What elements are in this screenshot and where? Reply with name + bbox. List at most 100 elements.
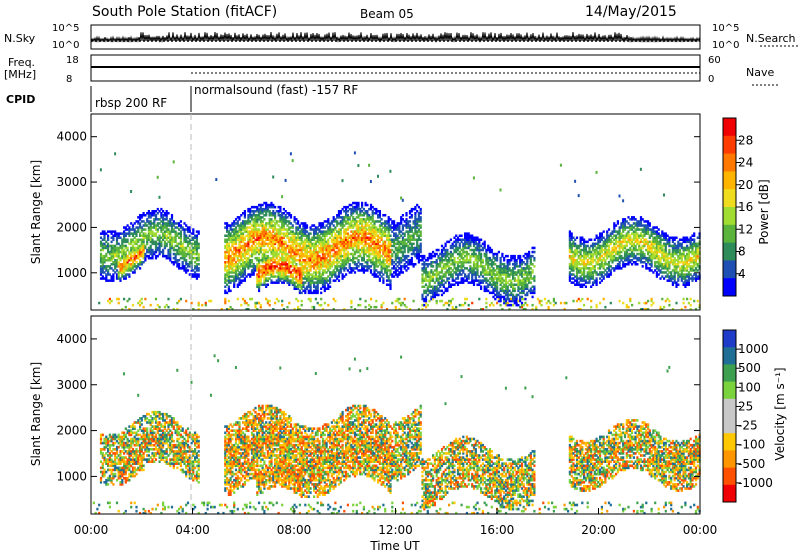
power-cell [231,234,234,237]
power-cell [307,242,310,246]
power-cell [300,267,303,270]
power-cell [123,271,126,274]
power-cell [265,214,268,217]
power-cell [194,234,197,237]
power-cell [533,246,536,250]
power-cell [149,220,152,223]
power-cell [275,228,278,231]
power-cell [298,226,301,229]
power-cell [323,244,326,248]
power-cell [124,277,127,280]
power-cell [229,305,232,309]
power-cell [323,279,326,282]
power-cell [357,236,360,239]
power-cell [325,250,328,254]
power-cell [270,203,273,207]
power-cell [345,248,348,252]
power-cell [332,220,335,223]
power-cell [243,261,246,264]
power-cell [245,261,248,264]
power-cell [533,265,536,268]
power-cell [259,271,262,274]
power-cell [305,238,309,241]
power-cell [139,246,142,250]
power-cell [261,269,264,272]
power-cell [133,228,136,231]
power-cell [350,238,353,241]
power-cell [357,269,360,272]
power-cell [124,265,127,268]
power-cell [291,261,294,264]
power-cell [124,240,127,244]
power-cell [265,234,268,237]
power-cell [142,261,145,264]
power-cell [355,236,358,239]
power-cell [233,279,236,282]
power-cell [305,252,309,256]
power-cell [204,301,207,305]
power-cell [236,250,239,254]
power-cell [305,248,309,252]
power-cell [289,261,293,264]
power-cell [361,250,364,254]
power-cell [321,269,325,272]
power-cell [105,265,108,268]
power-cell [288,232,291,235]
power-cell [355,205,358,209]
power-cell [181,267,184,270]
power-cell [353,308,357,311]
power-cell [197,242,200,246]
power-cell [263,259,266,262]
power-cell [183,234,186,237]
power-cell [282,275,285,278]
power-cell [234,226,238,229]
power-cell [170,218,174,221]
power-cell [236,254,239,258]
power-cell [186,250,190,254]
power-cell [123,297,126,301]
power-cell [348,271,351,274]
power-cell [229,228,232,231]
power-cell [321,283,325,286]
power-cell [274,240,277,244]
power-cell [252,250,255,254]
power-cell [277,277,280,280]
power-cell [227,254,230,258]
power-cell [231,263,234,266]
power-cell [330,275,333,278]
power-cell [339,236,342,239]
power-cell [291,273,294,276]
power-cell [112,275,115,278]
power-cell [298,291,301,295]
power-cell [274,246,277,250]
power-cell [151,226,154,229]
power-cell [350,240,353,244]
power-cell [339,234,342,237]
power-cell [247,216,250,219]
power-cell [352,201,355,205]
cpid-segment-2: normalsound (fast) -157 RF [194,83,358,97]
power-cell [158,238,161,241]
power-cell [293,234,296,237]
power-cell [323,220,326,223]
power-cell [304,228,307,231]
power-cell [119,269,122,272]
power-cell [167,240,170,244]
power-cell [361,232,364,235]
power-cell [133,246,136,250]
power-cell [240,224,243,227]
power-cell [238,246,241,250]
power-cell [318,230,321,233]
power-cell [256,228,259,231]
power-cell [238,259,241,262]
power-cell [304,254,307,258]
power-cell [334,254,337,258]
power-cell [162,228,165,231]
power-cell [282,228,285,231]
power-cell [297,244,300,248]
power-cell [350,212,353,215]
power-cell [321,273,325,276]
power-cell [314,285,317,288]
power-cell [321,281,325,284]
power-cell [192,269,195,272]
